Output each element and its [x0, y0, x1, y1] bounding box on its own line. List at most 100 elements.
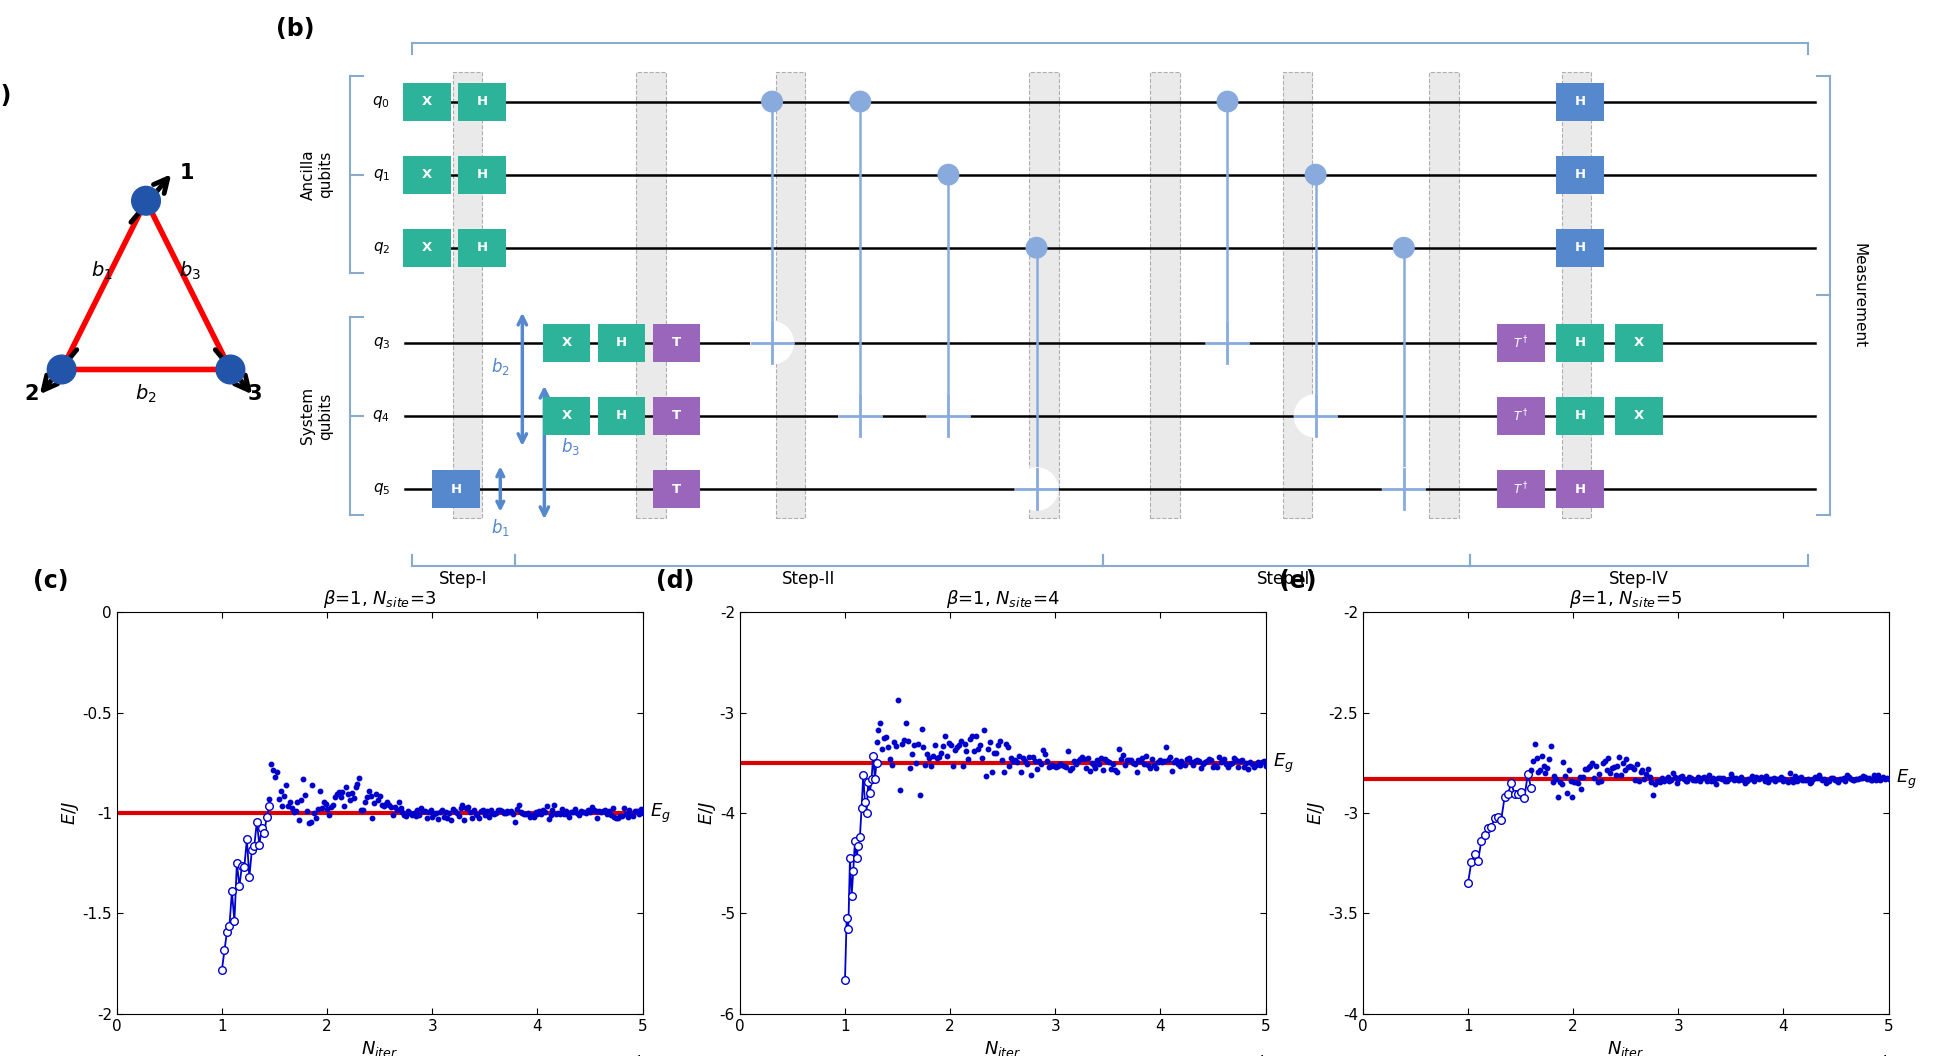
FancyBboxPatch shape [1556, 324, 1604, 362]
Text: T: T [672, 336, 681, 350]
Text: Step-II: Step-II [783, 570, 835, 588]
Text: H: H [477, 95, 487, 108]
Text: System
qubits: System qubits [300, 388, 333, 445]
Text: H: H [615, 410, 627, 422]
X-axis label: $N_{iter}$: $N_{iter}$ [1606, 1039, 1645, 1056]
Bar [1030, 72, 1059, 518]
FancyBboxPatch shape [598, 397, 644, 435]
Circle shape [938, 165, 958, 185]
Y-axis label: $E/J$: $E/J$ [1306, 802, 1328, 825]
Text: X: X [561, 410, 572, 422]
X-axis label: $N_{iter}$: $N_{iter}$ [983, 1039, 1022, 1056]
Text: $E_g$: $E_g$ [1273, 752, 1295, 774]
Text: Step-I: Step-I [440, 570, 489, 588]
Text: (b): (b) [276, 17, 315, 41]
FancyBboxPatch shape [1556, 397, 1604, 435]
Circle shape [1026, 238, 1047, 258]
Text: X: X [422, 241, 432, 254]
Title: $\beta$=1, $N_{site}$=4: $\beta$=1, $N_{site}$=4 [946, 588, 1059, 610]
Circle shape [761, 91, 783, 112]
Text: 1: 1 [179, 163, 195, 183]
Text: T: T [672, 483, 681, 495]
FancyBboxPatch shape [1497, 324, 1546, 362]
FancyBboxPatch shape [543, 397, 590, 435]
Text: X: X [422, 168, 432, 182]
Text: H: H [1575, 241, 1585, 254]
FancyBboxPatch shape [403, 82, 450, 120]
Circle shape [1217, 91, 1238, 112]
Text: H: H [477, 168, 487, 182]
Circle shape [1016, 469, 1057, 509]
FancyBboxPatch shape [1556, 155, 1604, 193]
Text: H: H [477, 241, 487, 254]
Text: $E_g$: $E_g$ [1896, 768, 1918, 791]
Text: (e): (e) [1279, 569, 1316, 593]
FancyBboxPatch shape [1497, 397, 1546, 435]
Circle shape [1295, 395, 1336, 436]
FancyBboxPatch shape [543, 324, 590, 362]
Text: $q_5$: $q_5$ [372, 482, 389, 497]
Text: $q_1$: $q_1$ [372, 167, 389, 183]
Text: Measurement: Measurement [1852, 243, 1867, 347]
Bar [637, 72, 666, 518]
Text: $b_3$: $b_3$ [561, 436, 580, 457]
FancyBboxPatch shape [1614, 324, 1663, 362]
Text: (a): (a) [0, 83, 12, 108]
Text: H: H [615, 336, 627, 350]
Text: X: X [422, 95, 432, 108]
Y-axis label: $E/J$: $E/J$ [697, 802, 718, 825]
Text: $b_3$: $b_3$ [179, 260, 201, 282]
Text: H: H [450, 483, 461, 495]
FancyBboxPatch shape [458, 155, 506, 193]
Text: H: H [1575, 336, 1585, 350]
Text: Step-IV: Step-IV [1608, 570, 1669, 588]
Circle shape [1394, 238, 1414, 258]
X-axis label: $N_{iter}$: $N_{iter}$ [360, 1039, 399, 1056]
Y-axis label: $E/J$: $E/J$ [60, 802, 82, 825]
Text: $E_g$: $E_g$ [650, 802, 672, 825]
Circle shape [1304, 165, 1326, 185]
Text: $b_2$: $b_2$ [491, 356, 510, 377]
Circle shape [216, 355, 245, 383]
Circle shape [929, 395, 970, 436]
Text: $q_3$: $q_3$ [372, 335, 389, 351]
Text: $q_4$: $q_4$ [372, 408, 389, 423]
Text: $b_1$: $b_1$ [92, 260, 113, 282]
FancyBboxPatch shape [1556, 470, 1604, 508]
Text: H: H [1575, 483, 1585, 495]
Circle shape [47, 355, 76, 383]
Text: Ancilla
qubits: Ancilla qubits [300, 149, 333, 200]
Circle shape [752, 322, 792, 363]
Text: 2: 2 [25, 384, 39, 403]
FancyBboxPatch shape [403, 229, 450, 267]
Text: 3: 3 [247, 384, 261, 403]
Text: $T^\dagger$: $T^\dagger$ [1513, 335, 1528, 351]
Text: $\times 10^4$: $\times 10^4$ [602, 1054, 643, 1056]
FancyBboxPatch shape [1497, 470, 1546, 508]
Bar [775, 72, 806, 518]
FancyBboxPatch shape [652, 397, 701, 435]
FancyBboxPatch shape [458, 229, 506, 267]
FancyBboxPatch shape [403, 155, 450, 193]
Text: $T^\dagger$: $T^\dagger$ [1513, 408, 1528, 425]
FancyBboxPatch shape [598, 324, 644, 362]
Circle shape [839, 395, 880, 436]
Text: T: T [672, 410, 681, 422]
Title: $\beta$=1, $N_{site}$=5: $\beta$=1, $N_{site}$=5 [1569, 588, 1682, 610]
Text: H: H [1575, 95, 1585, 108]
Text: H: H [1575, 410, 1585, 422]
Text: Step-III: Step-III [1258, 570, 1316, 588]
Bar [1283, 72, 1312, 518]
Text: X: X [561, 336, 572, 350]
Circle shape [1207, 322, 1248, 363]
FancyBboxPatch shape [432, 470, 481, 508]
FancyBboxPatch shape [1614, 397, 1663, 435]
Circle shape [132, 187, 160, 215]
Text: $q_0$: $q_0$ [372, 94, 389, 110]
FancyBboxPatch shape [1556, 82, 1604, 120]
Text: $b_2$: $b_2$ [134, 383, 158, 406]
Text: H: H [1575, 168, 1585, 182]
Text: (d): (d) [656, 569, 695, 593]
Text: $T^\dagger$: $T^\dagger$ [1513, 480, 1528, 497]
Text: X: X [1634, 410, 1643, 422]
